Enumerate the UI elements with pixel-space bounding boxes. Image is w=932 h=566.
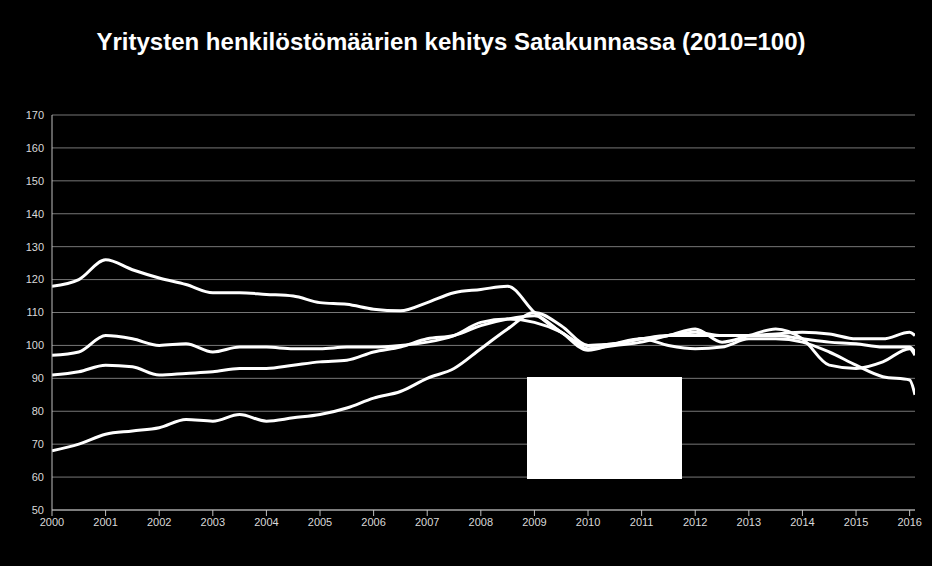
svg-text:170: 170 xyxy=(26,109,44,121)
svg-text:2004: 2004 xyxy=(254,516,278,528)
svg-text:160: 160 xyxy=(26,142,44,154)
svg-text:2011: 2011 xyxy=(630,516,654,528)
svg-text:110: 110 xyxy=(26,306,44,318)
svg-text:60: 60 xyxy=(32,471,44,483)
svg-text:2001: 2001 xyxy=(93,516,117,528)
svg-text:2002: 2002 xyxy=(147,516,171,528)
html-text:Yritysten henkilöstömäärien ke: Yritysten henkilöstömäärien kehitys Sata… xyxy=(96,28,806,55)
svg-text:2000: 2000 xyxy=(40,516,64,528)
svg-text:2010: 2010 xyxy=(576,516,600,528)
svg-text:150: 150 xyxy=(26,175,44,187)
svg-text:2005: 2005 xyxy=(308,516,332,528)
svg-text:120: 120 xyxy=(26,273,44,285)
svg-text:50: 50 xyxy=(32,504,44,516)
svg-text:80: 80 xyxy=(32,405,44,417)
svg-text:2003: 2003 xyxy=(201,516,225,528)
svg-text:90: 90 xyxy=(32,372,44,384)
svg-text:2012: 2012 xyxy=(683,516,707,528)
svg-text:2013: 2013 xyxy=(737,516,761,528)
svg-text:140: 140 xyxy=(26,208,44,220)
svg-text:2006: 2006 xyxy=(361,516,385,528)
svg-text:2008: 2008 xyxy=(469,516,493,528)
svg-text:70: 70 xyxy=(32,438,44,450)
svg-text:2007: 2007 xyxy=(415,516,439,528)
svg-text:2016: 2016 xyxy=(897,516,921,528)
svg-text:2015: 2015 xyxy=(844,516,868,528)
svg-text:2014: 2014 xyxy=(790,516,814,528)
svg-text:2009: 2009 xyxy=(522,516,546,528)
svg-text:100: 100 xyxy=(26,339,44,351)
svg-text:130: 130 xyxy=(26,241,44,253)
